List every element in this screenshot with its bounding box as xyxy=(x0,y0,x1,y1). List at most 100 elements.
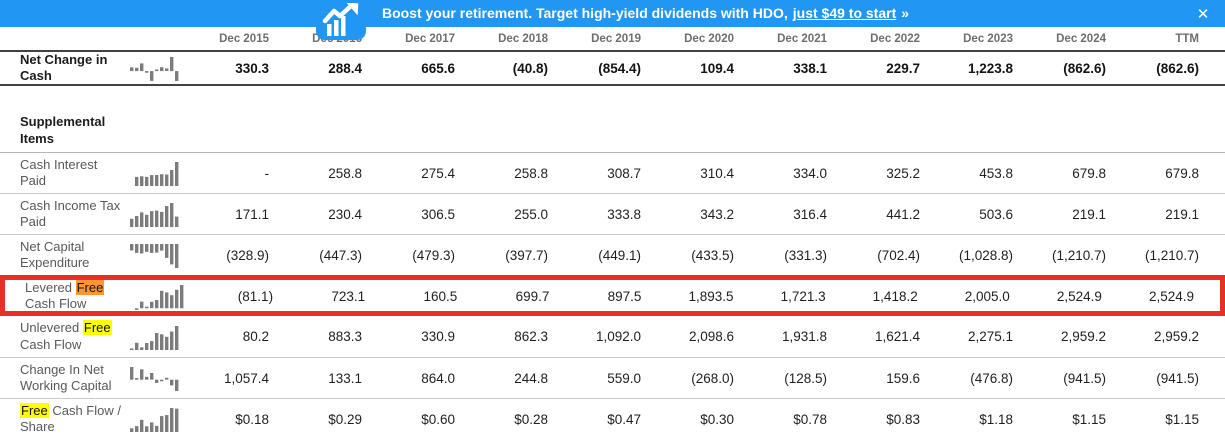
sparkline-cash-interest-paid xyxy=(130,159,192,187)
value-net-change-in-cash-ttm: (862.6) xyxy=(1156,60,1199,76)
sparkline-spacer xyxy=(130,43,192,50)
value-unlevered-free-cash-flow-ttm: 2,959.2 xyxy=(1153,329,1199,344)
value-levered-free-cash-flow-dec-2022: 1,418.2 xyxy=(872,288,918,304)
value-net-change-in-cash-dec-2016: 288.4 xyxy=(328,60,362,76)
sparkline-unlevered-free-cash-flow xyxy=(130,323,192,351)
table-row-cash-interest-paid[interactable]: Cash Interest Paid - 258.8 275.4 258.8 308.7 3… xyxy=(0,152,1225,193)
value-cash-interest-paid-dec-2015: - xyxy=(264,165,270,181)
sparkline-levered-free-cash-flow xyxy=(135,282,197,311)
search-highlight-yellow: Free xyxy=(82,320,112,336)
close-icon[interactable]: ✕ xyxy=(1196,5,1210,23)
value-cash-interest-paid-dec-2018: 258.8 xyxy=(514,165,548,181)
row-label-text: Cash Flow xyxy=(20,336,82,352)
value-net-capital-expenditure-dec-2020: (433.5) xyxy=(691,247,734,263)
table-row-levered-free-cash-flow[interactable]: Levered Free Cash Flow (81.1) 723.1 160.5 69… xyxy=(0,275,1225,316)
value-unlevered-free-cash-flow-dec-2023: 2,275.1 xyxy=(967,329,1013,344)
value-levered-free-cash-flow-dec-2019: 897.5 xyxy=(607,288,642,304)
value-unlevered-free-cash-flow-dec-2024: 2,959.2 xyxy=(1060,329,1106,344)
section-gap xyxy=(0,86,1225,114)
sparkline-net-change-in-cash xyxy=(130,54,192,82)
table-row-net-capital-expenditure[interactable]: Net Capital Expenditure (328.9) (447.3) (47… xyxy=(0,234,1225,275)
row-label-unlevered-free-cash-flow: Unlevered Free Cash Flow xyxy=(0,320,130,353)
column-header: Dec 2020 xyxy=(684,33,734,45)
value-levered-free-cash-flow-dec-2016: 723.1 xyxy=(331,288,366,304)
value-net-change-in-cash-dec-2021: 338.1 xyxy=(793,60,827,76)
row-label-cash-income-tax-paid: Cash Income Tax Paid xyxy=(0,198,130,231)
value-cash-income-tax-paid-dec-2023: 503.6 xyxy=(979,206,1013,222)
column-header: Dec 2017 xyxy=(405,33,455,45)
row-label-change-in-net-working-capital: Change In Net Working Capital xyxy=(0,362,130,395)
value-net-change-in-cash-dec-2022: 229.7 xyxy=(886,60,920,76)
value-free-cash-flow-per-share-dec-2018: $0.28 xyxy=(514,411,548,427)
sparkline-cash-income-tax-paid xyxy=(130,200,192,228)
value-change-in-net-working-capital-dec-2018: 244.8 xyxy=(514,370,548,386)
column-header: TTM xyxy=(1175,33,1199,45)
value-cash-income-tax-paid-dec-2020: 343.2 xyxy=(700,206,734,222)
value-net-capital-expenditure-dec-2018: (397.7) xyxy=(505,247,548,263)
value-change-in-net-working-capital-ttm: (941.5) xyxy=(1156,370,1199,386)
row-label-spacer xyxy=(0,45,130,50)
value-cash-interest-paid-dec-2019: 308.7 xyxy=(607,165,641,181)
value-change-in-net-working-capital-dec-2020: (268.0) xyxy=(691,370,734,386)
value-free-cash-flow-per-share-dec-2015: $0.18 xyxy=(235,411,269,427)
value-net-capital-expenditure-dec-2023: (1,028.8) xyxy=(958,247,1013,263)
value-cash-income-tax-paid-dec-2019: 333.8 xyxy=(607,206,641,222)
value-cash-interest-paid-dec-2022: 325.2 xyxy=(886,165,920,181)
column-header: Dec 2022 xyxy=(870,33,920,45)
table-row-free-cash-flow-per-share[interactable]: Free Cash Flow / Share $0.18 $0.29 $0.60 $0.… xyxy=(0,398,1225,439)
value-net-capital-expenditure-dec-2016: (447.3) xyxy=(319,247,362,263)
value-unlevered-free-cash-flow-dec-2022: 1,621.4 xyxy=(874,329,920,344)
row-label-text: Cash Flow xyxy=(25,296,87,312)
promo-banner[interactable]: Boost your retirement. Target high-yield… xyxy=(0,0,1225,40)
promo-banner-text: Boost your retirement. Target high-yield… xyxy=(382,0,909,27)
value-change-in-net-working-capital-dec-2024: (941.5) xyxy=(1063,370,1106,386)
column-header: Dec 2015 xyxy=(219,33,269,45)
value-net-capital-expenditure-dec-2024: (1,210.7) xyxy=(1051,247,1106,263)
row-label-text: Cash Flow / Share xyxy=(20,402,121,434)
value-net-capital-expenditure-dec-2017: (479.3) xyxy=(412,247,455,263)
row-label-levered-free-cash-flow: Levered Free Cash Flow xyxy=(5,280,135,313)
value-change-in-net-working-capital-dec-2019: 559.0 xyxy=(607,370,641,386)
promo-banner-message: Boost your retirement. Target high-yield… xyxy=(381,5,788,21)
value-cash-interest-paid-ttm: 679.8 xyxy=(1165,165,1199,181)
value-cash-income-tax-paid-ttm: 219.1 xyxy=(1165,206,1199,222)
sparkline-change-in-net-working-capital xyxy=(130,364,192,392)
value-net-change-in-cash-dec-2019: (854.4) xyxy=(598,60,641,76)
value-unlevered-free-cash-flow-dec-2017: 330.9 xyxy=(421,329,455,344)
promo-banner-arrow: » xyxy=(901,5,910,21)
value-cash-income-tax-paid-dec-2015: 171.1 xyxy=(235,206,269,222)
table-row-net-change-in-cash[interactable]: Net Change in Cash 330.3 288.4 665.6 (40.8) (… xyxy=(0,50,1225,86)
value-free-cash-flow-per-share-dec-2022: $0.83 xyxy=(886,411,920,427)
value-net-change-in-cash-dec-2017: 665.6 xyxy=(421,60,455,76)
column-header: Dec 2023 xyxy=(963,33,1013,45)
value-net-capital-expenditure-dec-2015: (328.9) xyxy=(226,247,269,263)
value-free-cash-flow-per-share-dec-2017: $0.60 xyxy=(421,411,455,427)
value-levered-free-cash-flow-dec-2023: 2,005.0 xyxy=(964,288,1010,304)
chart-growth-icon xyxy=(315,0,366,40)
search-highlight-yellow: Free xyxy=(20,402,49,418)
row-label-text: Change In Net Working Capital xyxy=(20,361,112,393)
section-header-supplemental-items: Supplemental Items xyxy=(20,114,106,146)
value-unlevered-free-cash-flow-dec-2015: 80.2 xyxy=(242,329,269,344)
table-row-change-in-net-working-capital[interactable]: Change In Net Working Capital 1,057.4 133.… xyxy=(0,357,1225,398)
value-unlevered-free-cash-flow-dec-2019: 1,092.0 xyxy=(595,329,641,344)
value-free-cash-flow-per-share-dec-2021: $0.78 xyxy=(793,411,827,427)
value-levered-free-cash-flow-dec-2018: 699.7 xyxy=(515,288,550,304)
table-row-cash-income-tax-paid[interactable]: Cash Income Tax Paid 171.1 230.4 306.5 255.0… xyxy=(0,193,1225,234)
table-row-unlevered-free-cash-flow[interactable]: Unlevered Free Cash Flow 80.2 883.3 330.9 86… xyxy=(0,316,1225,357)
value-change-in-net-working-capital-dec-2022: 159.6 xyxy=(886,370,920,386)
value-cash-interest-paid-dec-2016: 258.8 xyxy=(328,165,362,181)
value-unlevered-free-cash-flow-dec-2016: 883.3 xyxy=(328,329,362,344)
value-change-in-net-working-capital-dec-2017: 864.0 xyxy=(421,370,455,386)
value-free-cash-flow-per-share-dec-2024: $1.15 xyxy=(1072,411,1106,427)
value-cash-interest-paid-dec-2020: 310.4 xyxy=(700,165,734,181)
value-net-change-in-cash-dec-2023: 1,223.8 xyxy=(967,60,1013,76)
promo-banner-link[interactable]: just $49 to start xyxy=(792,5,897,21)
value-cash-interest-paid-dec-2023: 453.8 xyxy=(979,165,1013,181)
column-header: Dec 2024 xyxy=(1056,33,1106,45)
value-change-in-net-working-capital-dec-2021: (128.5) xyxy=(784,370,827,386)
value-cash-income-tax-paid-dec-2024: 219.1 xyxy=(1072,206,1106,222)
value-net-capital-expenditure-dec-2019: (449.1) xyxy=(598,247,641,263)
value-net-capital-expenditure-dec-2021: (331.3) xyxy=(784,247,827,263)
